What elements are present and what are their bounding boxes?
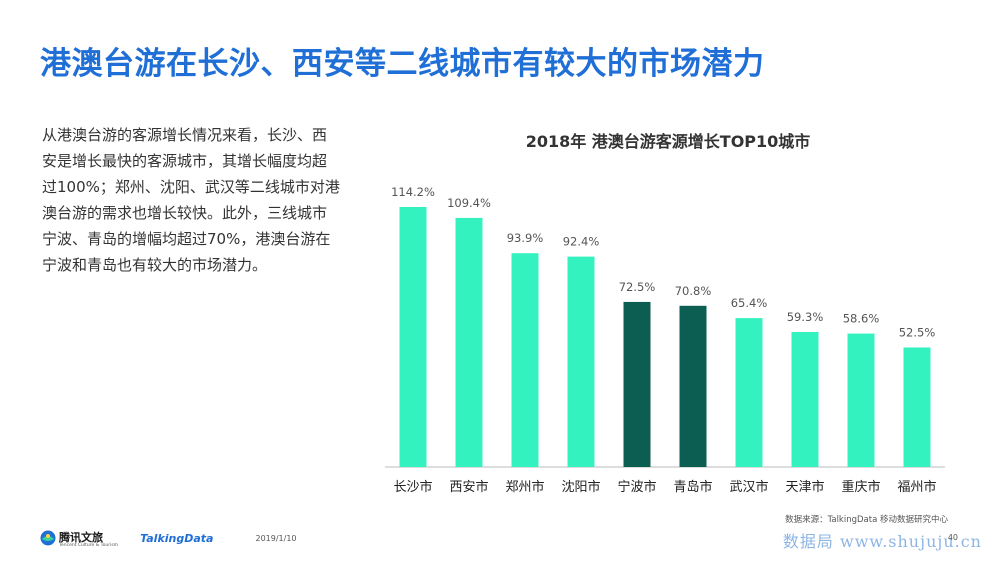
tencent-logo-icon (40, 530, 56, 546)
bar-value-label: 109.4% (447, 196, 491, 210)
bar-value-label: 65.4% (731, 296, 768, 310)
report-date: 2019/1/10 (255, 533, 297, 543)
category-label: 青岛市 (673, 479, 712, 495)
bar-value-label: 92.4% (563, 235, 600, 249)
bar-2 (455, 217, 483, 467)
bar-9 (847, 333, 875, 467)
description-line: 安是增长最快的客源城市，其增长幅度均超 (42, 152, 328, 170)
talkingdata-logo: TalkingData (140, 531, 214, 545)
category-label: 重庆市 (841, 479, 880, 495)
bar-5 (623, 301, 651, 467)
bar-8 (791, 331, 819, 467)
bar-3 (511, 253, 539, 467)
bar-value-label: 70.8% (675, 284, 712, 298)
description-line: 过100%；郑州、沈阳、武汉等二线城市对港 (42, 178, 340, 196)
bar-10 (903, 347, 931, 467)
tencent-logo-subtext: Tencent Culture & Tourism (59, 542, 119, 548)
bar-value-label: 114.2% (391, 185, 435, 199)
description-line: 澳台游的需求也增长较快。此外，三线城市 (42, 204, 328, 222)
category-label: 西安市 (449, 479, 488, 495)
description-line: 宁波和青岛也有较大的市场潜力。 (42, 256, 268, 274)
category-label: 宁波市 (617, 479, 656, 495)
description-line: 宁波、青岛的增幅均超过70%，港澳台游在 (42, 230, 331, 248)
bar-7 (735, 318, 763, 467)
category-label: 郑州市 (505, 479, 544, 495)
tencent-logo: 腾讯文旅 Tencent Culture & Tourism (40, 529, 118, 548)
bar-value-label: 93.9% (507, 231, 544, 245)
tencent-logo-text: 腾讯文旅 (59, 530, 103, 544)
category-label: 福州市 (897, 479, 936, 495)
bar-value-label: 59.3% (787, 310, 824, 324)
bar-1 (399, 207, 427, 467)
chart-title: 2018年 港澳台游客源增长TOP10城市 (526, 132, 811, 151)
description-text: 从港澳台游的客源增长情况来看，长沙、西 安是增长最快的客源城市，其增长幅度均超 … (42, 122, 354, 278)
description-line: 从港澳台游的客源增长情况来看，长沙、西 (42, 126, 328, 144)
category-label: 天津市 (785, 479, 824, 495)
bar-6 (679, 305, 707, 467)
page-title: 港澳台游在长沙、西安等二线城市有较大的市场潜力 (40, 46, 765, 82)
footer: 腾讯文旅 Tencent Culture & Tourism TalkingDa… (40, 528, 297, 548)
category-label: 武汉市 (729, 479, 768, 495)
data-source: 数据来源：TalkingData 移动数据研究中心 (785, 515, 948, 525)
bar-value-label: 52.5% (899, 325, 936, 339)
category-label: 沈阳市 (561, 479, 600, 495)
bar-value-label: 58.6% (843, 312, 880, 326)
bar-4 (567, 256, 595, 467)
bar-value-label: 72.5% (619, 280, 656, 294)
category-label: 长沙市 (393, 479, 432, 495)
watermark: 数据局 www.shujuju.cn (782, 532, 982, 551)
page-number: 40 (947, 533, 958, 542)
